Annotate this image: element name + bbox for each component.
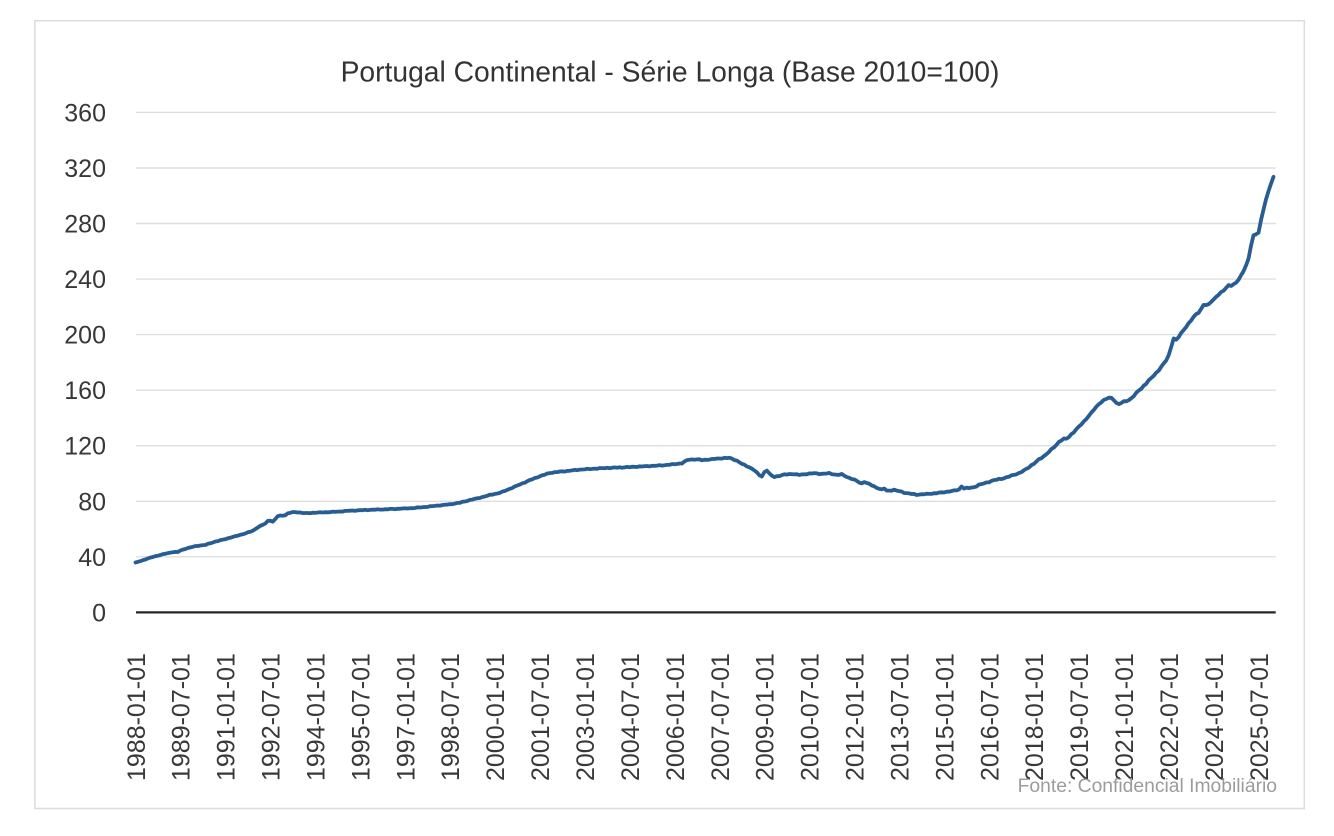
- svg-text:2007-07-01: 2007-07-01: [707, 653, 735, 781]
- svg-text:2022-07-01: 2022-07-01: [1156, 653, 1184, 781]
- svg-text:360: 360: [64, 99, 106, 127]
- svg-text:2003-01-01: 2003-01-01: [572, 653, 600, 781]
- svg-text:2021-01-01: 2021-01-01: [1111, 653, 1139, 781]
- svg-text:0: 0: [92, 599, 106, 627]
- svg-text:240: 240: [64, 266, 106, 294]
- svg-text:2001-07-01: 2001-07-01: [527, 653, 555, 781]
- svg-text:1992-07-01: 1992-07-01: [258, 653, 286, 781]
- svg-text:2000-01-01: 2000-01-01: [482, 653, 510, 781]
- svg-text:1998-07-01: 1998-07-01: [437, 653, 465, 781]
- svg-text:2009-01-01: 2009-01-01: [752, 653, 780, 781]
- svg-text:2010-07-01: 2010-07-01: [797, 653, 825, 781]
- svg-text:1991-01-01: 1991-01-01: [213, 653, 241, 781]
- svg-text:2019-07-01: 2019-07-01: [1066, 653, 1094, 781]
- svg-text:1989-07-01: 1989-07-01: [168, 653, 196, 781]
- svg-text:1994-01-01: 1994-01-01: [303, 653, 331, 781]
- svg-text:200: 200: [64, 322, 106, 350]
- svg-text:320: 320: [64, 155, 106, 183]
- svg-text:2004-07-01: 2004-07-01: [617, 653, 645, 781]
- svg-text:160: 160: [64, 377, 106, 405]
- svg-text:2024-01-01: 2024-01-01: [1201, 653, 1229, 781]
- svg-text:2016-07-01: 2016-07-01: [976, 653, 1004, 781]
- svg-text:2012-01-01: 2012-01-01: [842, 653, 870, 781]
- svg-text:2025-07-01: 2025-07-01: [1246, 653, 1274, 781]
- svg-text:1997-01-01: 1997-01-01: [392, 653, 420, 781]
- svg-text:Fonte: Confidencial Imobiliári: Fonte: Confidencial Imobiliário: [1018, 776, 1277, 797]
- svg-text:2015-01-01: 2015-01-01: [931, 653, 959, 781]
- svg-text:40: 40: [78, 544, 106, 572]
- svg-text:2018-01-01: 2018-01-01: [1021, 653, 1049, 781]
- svg-text:Portugal Continental - Série L: Portugal Continental - Série Longa (Base…: [341, 56, 1000, 88]
- svg-text:280: 280: [64, 211, 106, 239]
- svg-text:1995-07-01: 1995-07-01: [347, 653, 375, 781]
- svg-text:1988-01-01: 1988-01-01: [123, 653, 151, 781]
- svg-text:2013-07-01: 2013-07-01: [887, 653, 915, 781]
- svg-text:120: 120: [64, 433, 106, 461]
- svg-text:2006-01-01: 2006-01-01: [662, 653, 690, 781]
- svg-text:80: 80: [78, 488, 106, 516]
